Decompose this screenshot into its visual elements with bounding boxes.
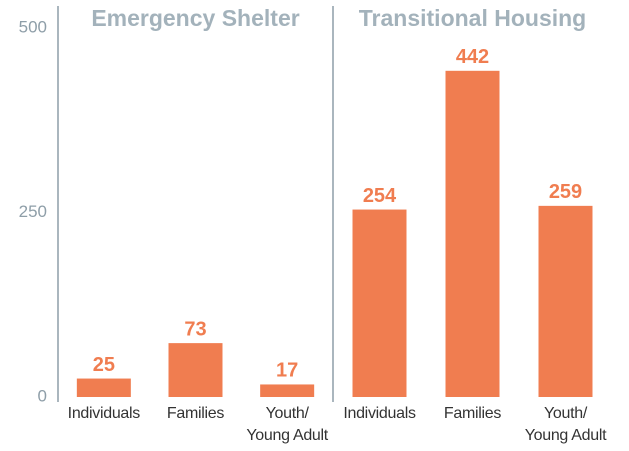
x-tick-label: Youth/ Young Adult bbox=[246, 405, 328, 444]
x-tick-label: Youth/ Young Adult bbox=[524, 405, 607, 444]
x-tick-label: Individuals bbox=[343, 405, 416, 422]
bar bbox=[168, 343, 223, 397]
data-label: 259 bbox=[549, 181, 582, 203]
bar bbox=[538, 205, 593, 397]
data-label: 25 bbox=[93, 354, 115, 376]
bar bbox=[445, 70, 500, 397]
y-tick-label: 250 bbox=[19, 202, 47, 221]
data-label: 442 bbox=[456, 46, 489, 68]
data-label: 73 bbox=[184, 318, 206, 340]
data-label: 17 bbox=[276, 360, 298, 382]
y-tick-label: 0 bbox=[38, 386, 47, 405]
bar bbox=[76, 378, 131, 397]
bar bbox=[260, 384, 315, 397]
x-tick-label: Families bbox=[443, 405, 502, 422]
x-tick-label: Individuals bbox=[67, 405, 141, 422]
data-label: 254 bbox=[363, 185, 397, 207]
panel-title: Emergency Shelter bbox=[91, 5, 299, 31]
bar bbox=[352, 209, 407, 397]
x-tick-label: Families bbox=[166, 405, 225, 422]
panel-title: Transitional Housing bbox=[359, 5, 586, 31]
y-tick-label: 500 bbox=[19, 17, 47, 36]
